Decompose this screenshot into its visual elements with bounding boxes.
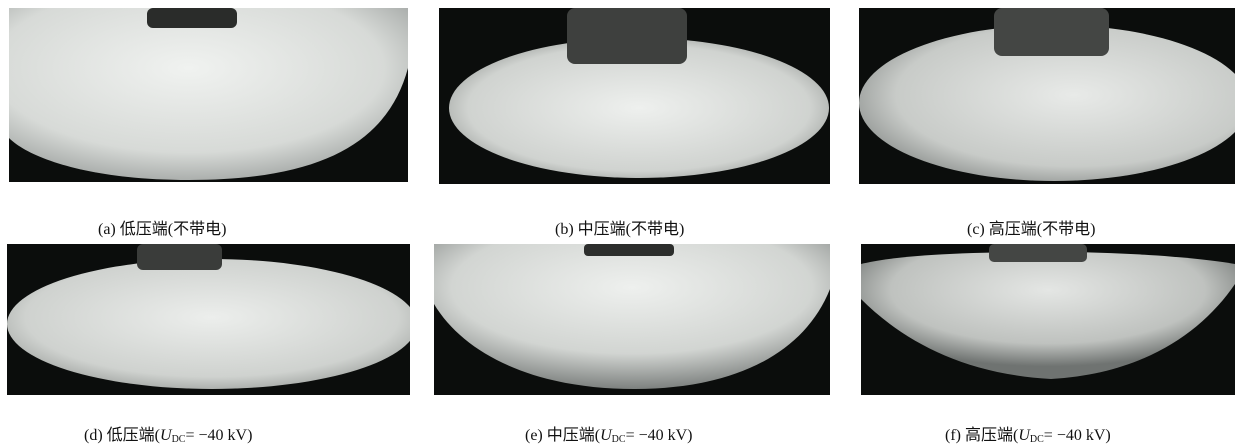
- caption-a: (a) 低压端(不带电): [98, 221, 227, 238]
- photo-c-high-voltage-unpowered: [859, 8, 1235, 184]
- photo-b-medium-voltage-unpowered: [439, 8, 830, 184]
- photo-a-low-voltage-unpowered: [9, 8, 408, 182]
- caption-c: (c) 高压端(不带电): [967, 221, 1096, 238]
- caption-b: (b) 中压端(不带电): [555, 221, 685, 238]
- photo-d-low-voltage-minus40kv: [7, 244, 410, 395]
- photo-f-high-voltage-minus40kv: [861, 244, 1235, 395]
- photo-e-medium-voltage-minus40kv: [434, 244, 830, 395]
- caption-e: (e) 中压端(UDC= −40 kV): [525, 427, 693, 445]
- caption-f: (f) 高压端(UDC= −40 kV): [945, 427, 1111, 445]
- caption-d: (d) 低压端(UDC= −40 kV): [84, 427, 253, 445]
